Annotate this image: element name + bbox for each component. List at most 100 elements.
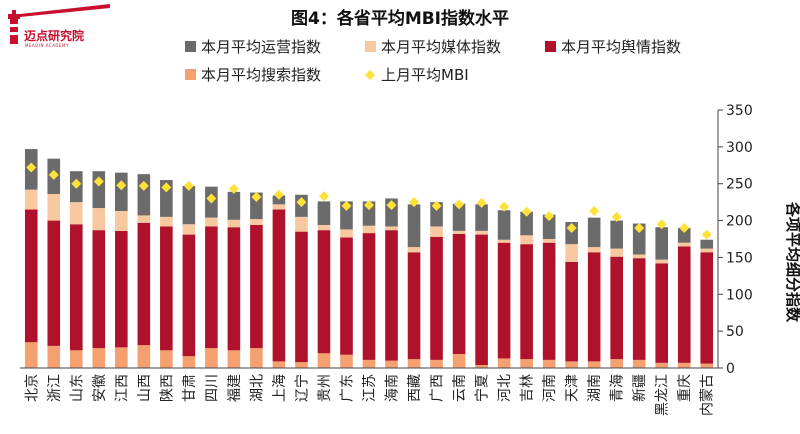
legend-swatch	[545, 41, 556, 52]
bar-segment	[407, 252, 421, 360]
legend-label: 本月平均媒体指数	[381, 38, 501, 56]
bar-segment	[24, 209, 38, 343]
bar-segment	[385, 360, 398, 368]
legend-marker	[365, 70, 375, 80]
mbi-marker	[273, 189, 284, 200]
bar-segment	[632, 223, 646, 255]
bar-segment	[317, 230, 331, 354]
bar-stack	[227, 183, 241, 368]
bar-segment	[610, 359, 623, 368]
mbi-marker	[138, 180, 149, 191]
y-tick-label: 0	[726, 361, 735, 377]
bar-stack	[272, 189, 286, 368]
legend-item: 上月平均MBI	[365, 66, 469, 84]
bar-segment	[137, 215, 151, 223]
x-tick-label: 山西	[137, 374, 153, 402]
bar-segment	[385, 226, 398, 231]
bar-stack	[182, 180, 196, 368]
bar-segment	[182, 234, 196, 357]
bar-segment	[317, 201, 331, 225]
bar-segment	[700, 363, 714, 368]
x-tick-label: 黑龙江	[655, 374, 671, 416]
bar-segment	[497, 210, 511, 240]
bar-stack	[565, 222, 578, 368]
legend-label: 本月平均舆情指数	[561, 38, 681, 56]
mbi-marker	[386, 200, 397, 211]
bar-segment	[137, 222, 151, 346]
legend-item: 本月平均舆情指数	[545, 38, 681, 56]
bar-stack	[520, 206, 533, 368]
bar-segment	[295, 231, 308, 363]
bar-segment	[430, 359, 443, 368]
bar-segment	[565, 261, 578, 362]
mbi-marker	[679, 222, 690, 233]
bar-stack	[385, 198, 398, 368]
mbi-marker	[476, 197, 487, 208]
y-tick-label: 200	[726, 214, 753, 230]
bar-segment	[227, 350, 241, 368]
bar-segment	[542, 239, 556, 243]
bar-segment	[340, 354, 353, 368]
mbi-marker	[71, 178, 82, 189]
bar-segment	[362, 233, 376, 360]
mbi-marker	[116, 180, 127, 191]
bar-segment	[205, 217, 218, 227]
bar-segment	[632, 359, 646, 368]
mbi-marker	[589, 205, 600, 216]
bar-segment	[47, 220, 61, 346]
bar-stack	[407, 197, 421, 368]
x-tick-label: 广东	[339, 374, 355, 402]
bar-segment	[182, 185, 196, 225]
bar-stack	[24, 149, 38, 368]
bar-segment	[69, 202, 83, 225]
x-tick-label: 青海	[610, 374, 626, 402]
bar-segment	[452, 233, 466, 354]
bar-segment	[497, 239, 511, 243]
mbi-marker	[701, 229, 712, 240]
bar-segment	[677, 362, 691, 368]
bar-segment	[160, 226, 173, 351]
bar-segment	[295, 362, 308, 368]
bar-segment	[272, 209, 286, 362]
mbi-marker	[296, 197, 307, 208]
bar-segment	[407, 247, 421, 253]
bar-segment	[340, 229, 353, 238]
x-tick-label: 河南	[542, 374, 558, 402]
mbi-marker	[251, 191, 262, 202]
y-axis: 0 50 100 150 200 250 300 350	[717, 103, 753, 377]
bar-segment	[475, 204, 488, 231]
x-tick-label: 天津	[565, 374, 581, 402]
x-tick-label: 江苏	[362, 374, 378, 402]
mbi-marker	[544, 211, 555, 222]
bar-segment	[160, 350, 173, 368]
chart-title: 图4：各省平均MBI指数水平	[291, 8, 509, 29]
x-tick-label: 海南	[385, 374, 401, 402]
legend-item: 本月平均运营指数	[185, 38, 321, 56]
bar-segment	[452, 230, 466, 234]
mbi-marker	[183, 180, 194, 191]
mbi-marker	[409, 197, 420, 208]
mbi-marker	[161, 182, 172, 193]
x-tick-label: 辽宁	[293, 374, 310, 402]
bar-segment	[137, 174, 151, 216]
bar-segment	[272, 204, 286, 210]
bar-segment	[677, 246, 691, 363]
bar-stack	[69, 171, 83, 368]
bar-stack	[700, 229, 714, 368]
x-axis: 北京 浙江 山东 安徽 江西 山西 陕西 甘肃 四川 福建 湖北 上海 辽宁 贵州 广东 江苏 海南 西藏 广西 云南…	[20, 367, 718, 416]
mbi-marker	[656, 219, 667, 230]
mbi-marker	[318, 191, 329, 202]
bar-stack	[677, 222, 691, 368]
bar-segment	[362, 359, 376, 368]
bar-segment	[520, 359, 533, 368]
legend-label: 本月平均运营指数	[201, 38, 321, 56]
bar-segment	[407, 359, 421, 368]
x-tick-label: 上海	[272, 374, 288, 402]
mbi-marker	[228, 183, 239, 194]
bar-segment	[700, 248, 714, 253]
bar-segment	[700, 239, 714, 249]
legend-label: 本月平均搜索指数	[201, 66, 321, 84]
x-tick-label: 贵州	[317, 374, 333, 402]
bar-segment	[565, 361, 578, 368]
bar-stack	[205, 186, 218, 368]
